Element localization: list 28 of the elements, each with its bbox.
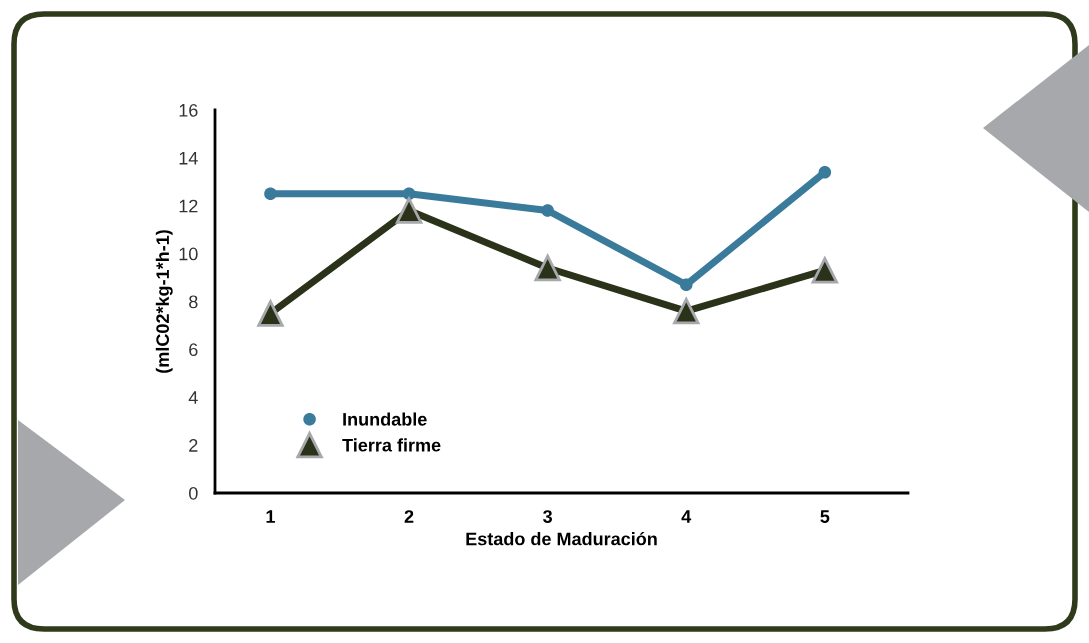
point — [402, 187, 416, 201]
point — [257, 300, 284, 327]
point — [395, 197, 423, 224]
point — [534, 254, 561, 282]
y-tick-label: 12 — [179, 199, 198, 213]
legend-label: Inundable — [343, 412, 427, 426]
point — [818, 165, 832, 179]
y-tick-label: 8 — [189, 295, 198, 309]
y-tick-label: 6 — [189, 343, 198, 357]
point — [673, 297, 700, 325]
y-tick-label: 0 — [189, 486, 198, 500]
x-tick-label: 2 — [404, 510, 414, 523]
x-axis-title: Estado de Maduración — [466, 531, 657, 546]
point — [679, 278, 693, 291]
x-tick-label: 3 — [543, 510, 553, 523]
y-tick-label: 2 — [189, 439, 198, 452]
x-tick-label: 5 — [820, 510, 830, 523]
y-tick-label: 16 — [179, 103, 198, 117]
point — [811, 257, 839, 284]
legend-label: Tierra firme — [342, 438, 441, 452]
x-tick-label: 4 — [681, 510, 692, 523]
point — [264, 187, 277, 201]
y-tick-label: 4 — [188, 391, 198, 404]
point — [541, 204, 554, 217]
y-axis-title: (mlC02*kg-1*h-1) — [155, 230, 173, 373]
x-tick-label: 1 — [266, 510, 275, 523]
y-tick-label: 10 — [179, 247, 198, 261]
y-tick-label: 14 — [179, 152, 198, 165]
